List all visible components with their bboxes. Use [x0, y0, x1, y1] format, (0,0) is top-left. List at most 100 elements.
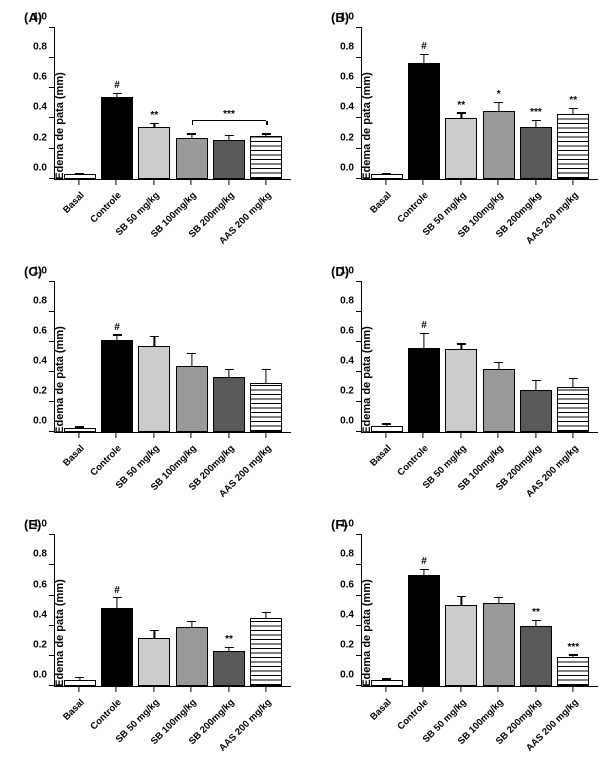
bar-slot: **: [517, 535, 554, 686]
error-cap: [531, 620, 540, 621]
x-label-slot: AAS 200 mg/kg: [248, 182, 286, 250]
bar: [557, 114, 589, 179]
significance-marker: #: [114, 80, 120, 91]
bar: [250, 383, 282, 433]
bar: [520, 626, 552, 686]
bar: [520, 127, 552, 178]
x-labels: BasalControleSB 50 mg/kgSB 100mg/kgSB 20…: [361, 182, 598, 250]
bar-slot: ***: [517, 28, 554, 179]
bar: [64, 174, 96, 179]
error-bar: [461, 112, 462, 118]
error-cap: [224, 135, 233, 136]
bars-container: # **: [55, 28, 291, 179]
y-tick-label: 1.0: [33, 265, 47, 276]
error-cap: [419, 54, 428, 55]
bar-slot: [248, 282, 285, 433]
error-cap: [457, 596, 466, 597]
x-label-slot: AAS 200 mg/kg: [248, 435, 286, 503]
significance-marker: ***: [567, 642, 579, 653]
x-label-slot: AAS 200 mg/kg: [555, 689, 593, 757]
bar-slot: #: [405, 282, 442, 433]
x-label-slot: AAS 200 mg/kg: [555, 435, 593, 503]
x-tick: [460, 180, 461, 185]
bar-slot: ***: [555, 535, 592, 686]
error-bar: [228, 647, 229, 652]
bar-slot: [61, 535, 98, 686]
error-bar: [79, 426, 80, 428]
bars-container: #*****: [362, 535, 598, 686]
error-bar: [116, 597, 117, 608]
error-bar: [423, 333, 424, 348]
x-labels: BasalControleSB 50 mg/kgSB 100mg/kgSB 20…: [361, 689, 598, 757]
x-tick: [573, 433, 574, 438]
y-tick-label: 0.4: [33, 102, 47, 113]
error-bar: [386, 423, 387, 426]
x-tick: [535, 180, 536, 185]
bar-slot: [443, 535, 480, 686]
bar: [250, 618, 282, 686]
x-tick: [535, 433, 536, 438]
y-tick-label: 0.8: [33, 549, 47, 560]
bar: [64, 428, 96, 433]
x-tick: [78, 180, 79, 185]
error-bar: [266, 612, 267, 618]
bar-slot: #: [98, 282, 135, 433]
error-bar: [79, 677, 80, 680]
x-tick: [228, 433, 229, 438]
x-label-slot: AAS 200 mg/kg: [248, 689, 286, 757]
error-bar: [535, 620, 536, 626]
bar: [408, 63, 440, 179]
error-bar: [573, 654, 574, 657]
error-bar: [498, 597, 499, 603]
y-tick-label: 1.0: [340, 519, 354, 530]
error-bar: [498, 102, 499, 111]
bar: [101, 340, 133, 432]
bar: [176, 366, 208, 432]
y-tick-label: 0.0: [340, 416, 354, 427]
bar-slot: [61, 28, 98, 179]
y-tick-label: 0.0: [33, 416, 47, 427]
bars-container: #********: [362, 28, 598, 179]
plot-area: 0.00.20.40.60.81.0#: [361, 282, 598, 434]
error-cap: [112, 334, 121, 335]
error-bar: [573, 378, 574, 387]
y-tick-label: 0.8: [33, 42, 47, 53]
bar-slot: [517, 282, 554, 433]
x-tick: [266, 433, 267, 438]
bar: [101, 608, 133, 686]
y-tick-label: 0.0: [340, 670, 354, 681]
chart-panel-a: (A)Edema de pata (mm)0.00.20.40.60.81.0#…: [8, 10, 297, 252]
x-tick: [460, 687, 461, 692]
x-tick: [498, 433, 499, 438]
error-cap: [262, 369, 271, 370]
x-tick: [228, 180, 229, 185]
bar: [138, 127, 170, 178]
error-cap: [494, 102, 503, 103]
chart-panel-f: (F)Edema de pata (mm)0.00.20.40.60.81.0#…: [315, 517, 604, 759]
error-cap: [569, 108, 578, 109]
significance-marker: **: [225, 634, 233, 645]
error-bar: [535, 120, 536, 128]
error-bar: [154, 336, 155, 347]
x-tick: [573, 687, 574, 692]
y-tick-label: 0.4: [340, 356, 354, 367]
error-bar: [228, 135, 229, 140]
bar-slot: [368, 28, 405, 179]
bar: [408, 575, 440, 686]
bar-slot: [210, 282, 247, 433]
bar: [213, 377, 245, 433]
x-labels: BasalControleSB 50 mg/kgSB 100mg/kgSB 20…: [54, 182, 291, 250]
error-cap: [457, 343, 466, 344]
plot-area: 0.00.20.40.60.81.0#*****: [54, 28, 291, 180]
error-bar: [266, 133, 267, 136]
significance-marker: *: [497, 89, 501, 100]
significance-marker: **: [150, 110, 158, 121]
error-cap: [150, 630, 159, 631]
bar-slot: #: [98, 535, 135, 686]
error-cap: [150, 123, 159, 124]
plot-area: 0.00.20.40.60.81.0#********: [361, 28, 598, 180]
x-tick: [153, 180, 154, 185]
bar-slot: [248, 28, 285, 179]
chart-panel-d: (D)Edema de pata (mm)0.00.20.40.60.81.0#…: [315, 264, 604, 506]
bar: [213, 651, 245, 686]
